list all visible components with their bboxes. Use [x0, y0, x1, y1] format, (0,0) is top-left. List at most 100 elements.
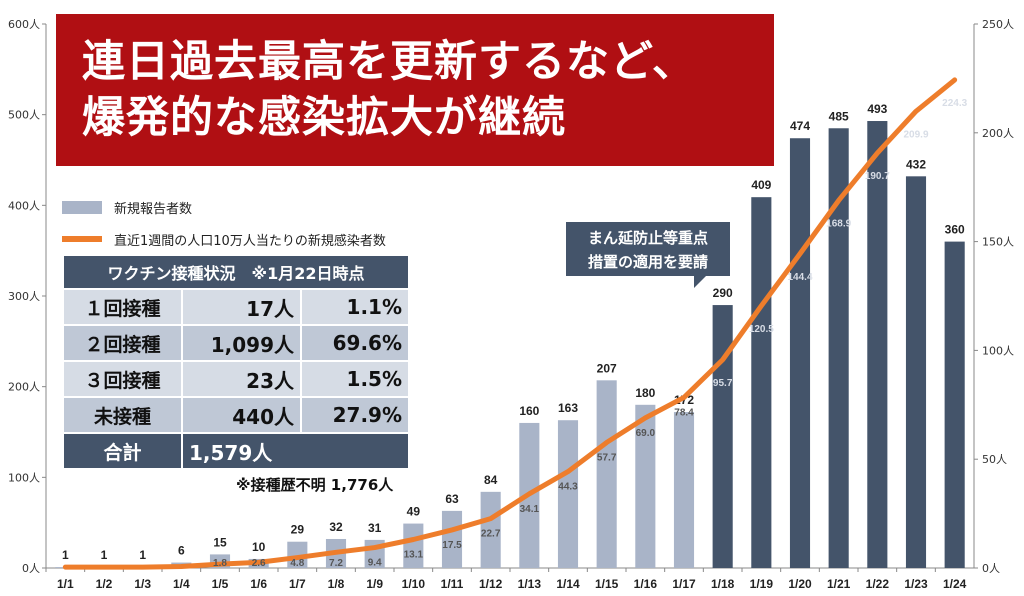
line-point — [875, 151, 880, 156]
bar — [441, 510, 463, 568]
x-tick-label: 1/15 — [595, 577, 619, 591]
title-banner: 連日過去最高を更新するなど、 爆発的な感染拡大が継続 — [56, 14, 774, 166]
bar-value-label: 493 — [867, 102, 887, 116]
legend-bar-swatch — [62, 200, 102, 214]
line-value-label: 224.3 — [942, 98, 967, 109]
right-tick-label: 250人 — [982, 18, 1014, 31]
line-point — [372, 545, 377, 550]
x-tick-label: 1/16 — [634, 577, 658, 591]
callout-line-1: まん延防止等重点 — [587, 229, 708, 247]
left-tick-label: 300人 — [8, 290, 40, 303]
bar — [403, 523, 424, 568]
table-row: ３回接種 23人 1.5% — [62, 360, 410, 398]
row-count: 23人 — [181, 360, 302, 398]
row-percent: 27.9% — [300, 396, 410, 434]
x-tick-label: 1/14 — [556, 577, 580, 591]
line-value-label: 13.1 — [404, 549, 424, 560]
line-point — [218, 562, 222, 567]
legend-line-swatch — [62, 236, 102, 242]
line-point — [682, 395, 686, 400]
row-count: 440人 — [181, 396, 302, 434]
row-percent: 1.5% — [300, 360, 410, 398]
left-tick-label: 0人 — [22, 562, 40, 575]
line-value-label: 69.0 — [636, 428, 656, 439]
line-point — [334, 550, 338, 555]
bar-value-label: 1 — [101, 548, 108, 562]
table-row: 未接種 440人 27.9% — [62, 396, 410, 434]
bar-value-label: 180 — [635, 386, 655, 400]
line-point — [256, 560, 261, 565]
legend-item-line: 直近1週間の人口10万人当たりの新規感染者数 — [62, 230, 386, 249]
line-point — [720, 357, 725, 362]
left-tick-label: 100人 — [8, 471, 40, 484]
bar-value-label: 6 — [178, 544, 185, 558]
x-tick-label: 1/7 — [289, 577, 306, 591]
line-value-label: 95.7 — [713, 378, 733, 389]
left-tick-label: 200人 — [8, 381, 40, 394]
legend-line-label: 直近1週間の人口10万人当たりの新規感染者数 — [114, 233, 386, 249]
bar — [673, 412, 695, 568]
row-count: 1,099人 — [181, 324, 302, 362]
right-tick-label: 150人 — [982, 236, 1014, 249]
bar-value-label: 10 — [252, 540, 266, 554]
line-point — [450, 527, 454, 532]
line-value-label: 2.6 — [252, 558, 266, 569]
bar-value-label: 207 — [597, 361, 617, 375]
line-point — [604, 440, 609, 445]
bar-value-label: 360 — [945, 223, 965, 237]
line-series-path — [62, 77, 958, 570]
line-point — [411, 537, 416, 542]
bar-value-label: 485 — [829, 109, 849, 123]
bar-value-label: 160 — [519, 404, 539, 418]
bar-value-label: 409 — [751, 178, 771, 192]
x-tick-label: 1/8 — [328, 577, 345, 591]
row-percent: 69.6% — [300, 324, 410, 362]
line-value-label: 4.8 — [290, 558, 304, 569]
row-label: ２回接種 — [62, 324, 183, 362]
bar — [905, 176, 927, 568]
line-point — [140, 565, 145, 570]
line-value-label: 120.5 — [749, 324, 774, 335]
x-tick-label: 1/5 — [212, 577, 229, 591]
bar-value-label: 84 — [484, 473, 498, 487]
x-tick-label: 1/20 — [788, 577, 812, 591]
x-tick-label: 1/1 — [57, 577, 74, 591]
x-tick-label: 1/18 — [711, 577, 735, 591]
vaccination-table: ワクチン接種状況 ※1月22日時点 １回接種 17人 1.1% ２回接種 1,0… — [62, 254, 410, 470]
bar — [596, 380, 617, 568]
x-tick-label: 1/22 — [866, 577, 890, 591]
line-value-label: 17.5 — [442, 540, 462, 551]
line-value-label: 44.3 — [558, 482, 578, 493]
callout-line-2: 措置の適用を要請 — [587, 253, 708, 271]
x-tick-label: 1/12 — [479, 577, 503, 591]
bar-value-label: 1 — [62, 548, 69, 562]
line-point — [295, 555, 300, 560]
row-count: 17人 — [181, 288, 302, 326]
line-point — [643, 415, 648, 420]
bar-value-label: 163 — [558, 401, 578, 415]
bar — [557, 420, 579, 568]
total-label: 合計 — [62, 432, 183, 470]
line-value-label: 144.4 — [787, 272, 812, 283]
bar — [712, 305, 733, 568]
total-count: 1,579人 — [181, 432, 410, 470]
line-value-label: 57.7 — [597, 452, 617, 463]
line-point — [759, 303, 764, 308]
bar-value-label: 474 — [790, 119, 810, 133]
line-point — [914, 109, 918, 114]
line-value-label: 78.4 — [674, 407, 694, 418]
right-tick-label: 0人 — [982, 562, 1000, 575]
table-row: ２回接種 1,099人 69.6% — [62, 324, 410, 362]
x-tick-label: 1/17 — [672, 577, 696, 591]
x-tick-label: 1/10 — [402, 577, 426, 591]
line-value-label: 7.2 — [329, 558, 343, 569]
vaccination-note: ※接種歴不明 1,776人 — [236, 476, 394, 494]
legend: 新規報告者数 直近1週間の人口10万人当たりの新規感染者数 — [62, 198, 386, 262]
bar-value-label: 31 — [368, 521, 382, 535]
line-point — [566, 469, 570, 474]
bar — [635, 404, 656, 568]
line-point — [63, 565, 68, 570]
bar — [789, 138, 811, 569]
line-value-label: 34.1 — [520, 504, 540, 515]
